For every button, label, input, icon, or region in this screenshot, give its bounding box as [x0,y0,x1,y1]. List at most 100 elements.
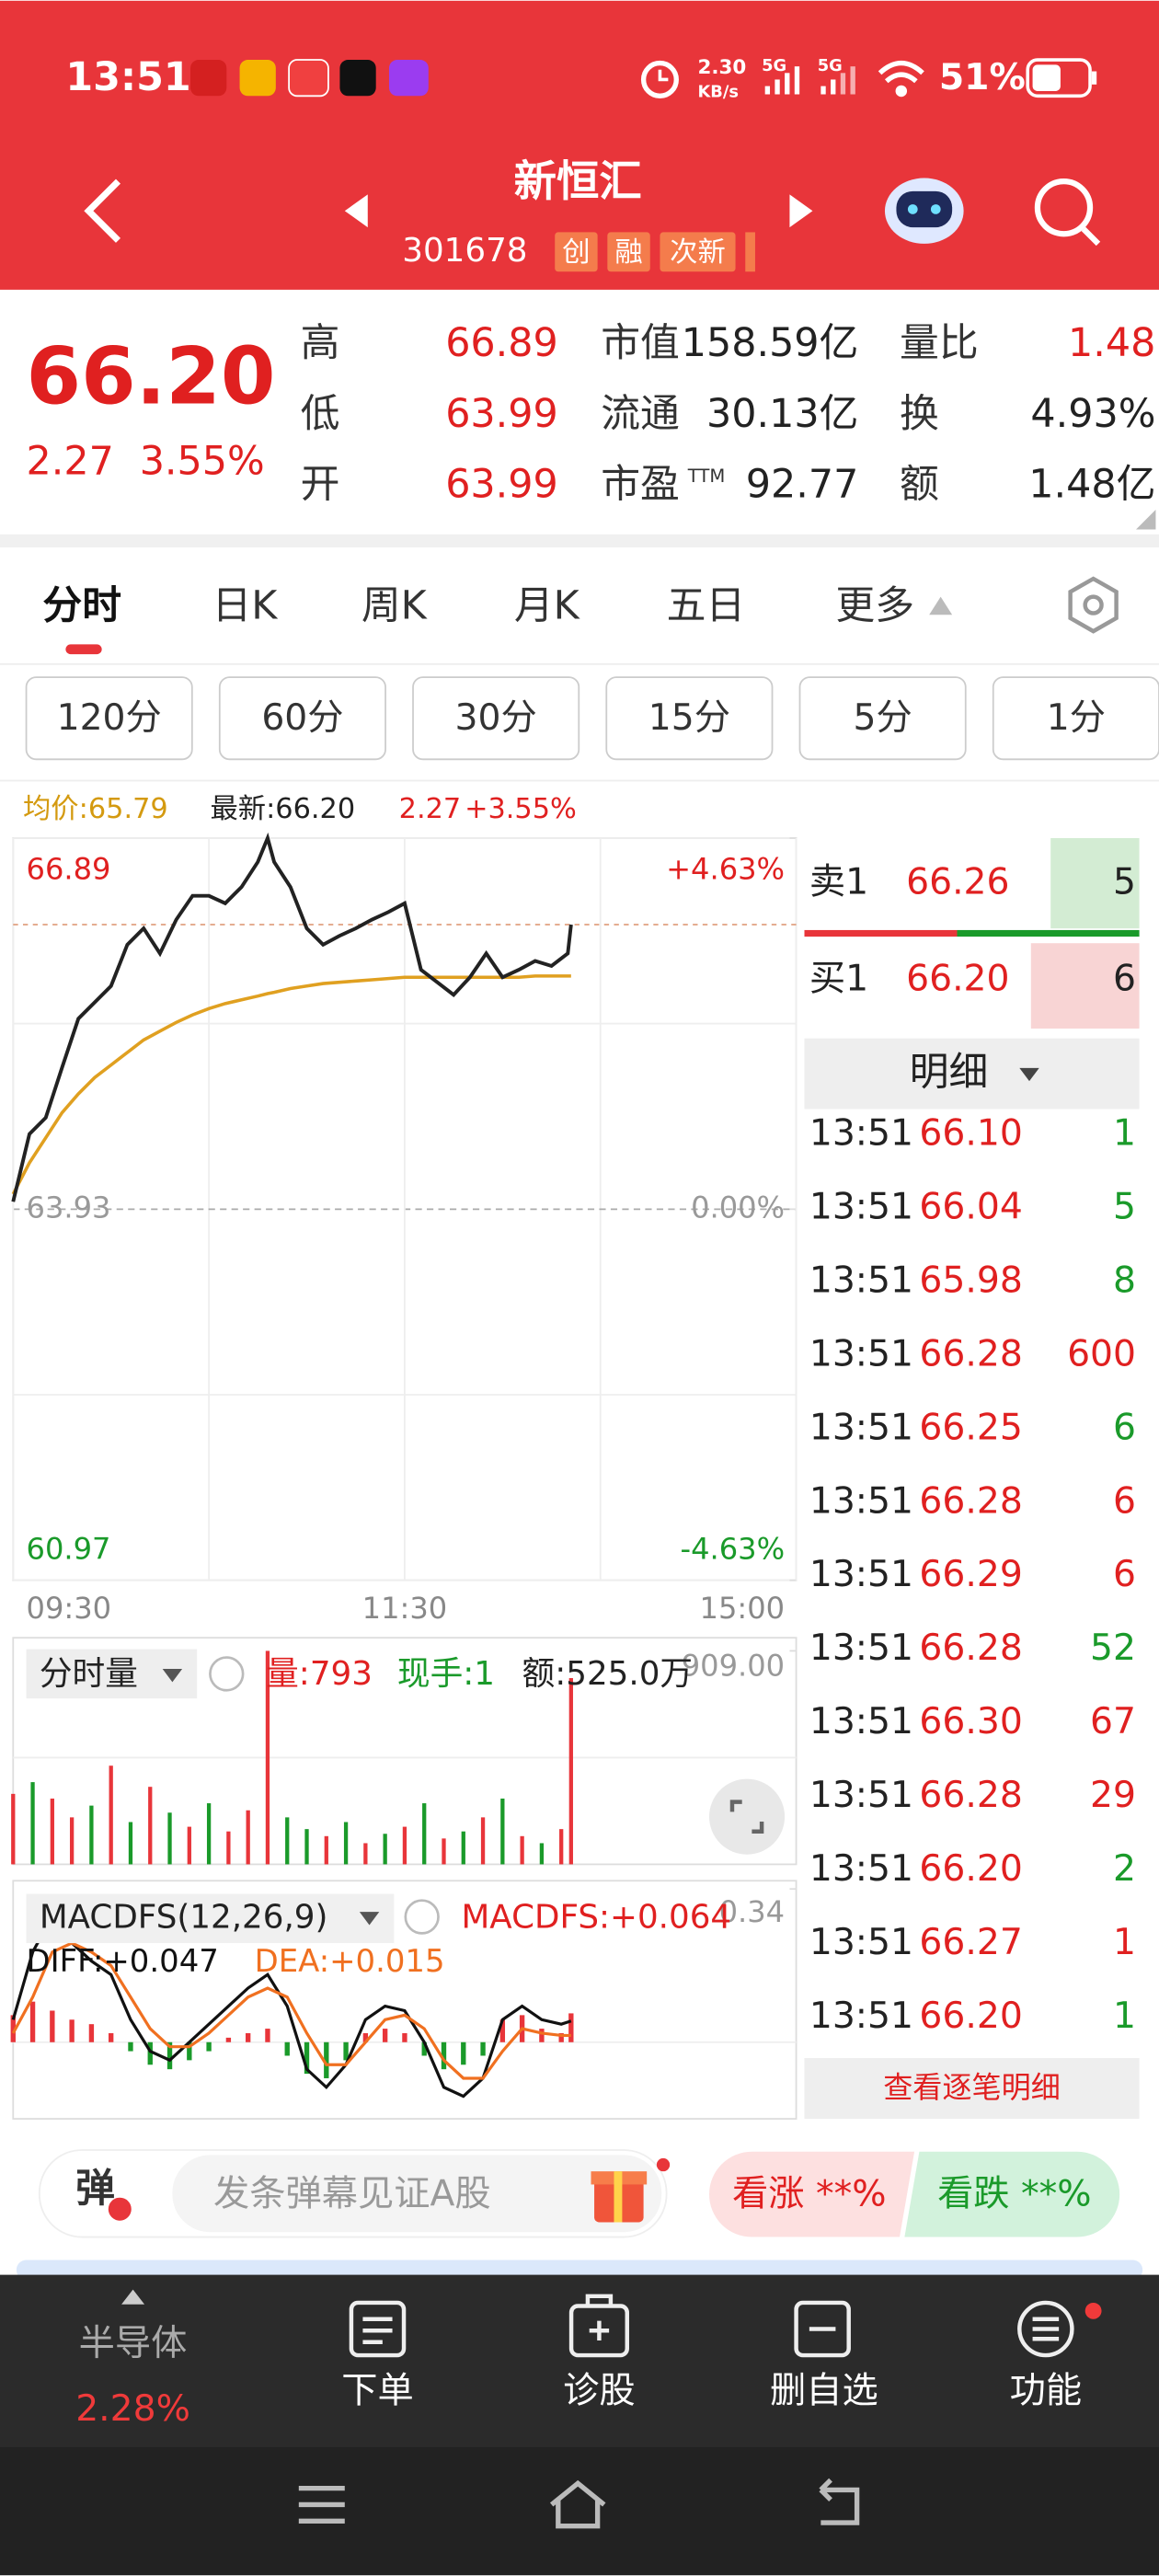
notify-dot [656,2157,671,2172]
gift-icon[interactable] [591,2171,648,2223]
alarm-icon [640,60,679,98]
trade-time: 13:51 [809,1848,913,1890]
macd-bar [539,2029,545,2042]
y-tick-label: 0.34 [719,1894,786,1929]
volume-bar [402,1826,407,1865]
tab[interactable]: 五日 [667,583,746,629]
trade-volume: 6 [1113,1554,1136,1595]
tab[interactable]: 周K [361,583,428,629]
macd-bar [128,2041,133,2052]
period-label: 120分 [57,697,162,739]
trade-price: 66.29 [919,1554,1022,1595]
stat-label: 低 [301,391,340,437]
period-button[interactable] [798,676,967,761]
trade-price: 66.20 [919,1848,1022,1890]
nav-item[interactable]: 诊股 [563,2371,636,2412]
nav-item[interactable]: 删自选 [770,2371,878,2412]
latest-change-pct: +3.55% [465,793,577,825]
bid-bg [1030,943,1140,1029]
robot-button[interactable] [884,178,964,244]
stat-value: 1.48亿 [1028,462,1155,508]
trade-volume: 6 [1113,1407,1136,1448]
trade-time: 13:51 [809,1407,913,1448]
period-button[interactable] [605,676,774,761]
macd-selector[interactable] [26,1893,395,1944]
volume-bar [422,1803,427,1865]
sector-name[interactable]: 半导体 [79,2323,188,2364]
wifi-icon [878,60,924,98]
y-tick-label: 66.89 [27,852,111,887]
macd-bar [558,2032,564,2042]
stat-label: 市值 [601,320,680,366]
trade-time: 13:51 [809,1775,913,1816]
macd-bar [284,2041,290,2056]
macd-bar [147,2041,153,2065]
trade-time: 13:51 [809,1259,913,1301]
period-button[interactable] [218,676,386,761]
volume-bar [11,1793,16,1865]
price-change: 2.27 [27,439,114,485]
help-icon[interactable] [404,1899,440,1935]
period-button[interactable] [412,676,580,761]
macd-bar [324,2041,329,2078]
volume-bar [559,1829,564,1865]
trade-price: 66.28 [919,1775,1022,1816]
bull-button[interactable] [708,2151,915,2237]
next-stock[interactable] [789,194,813,228]
period-button[interactable] [992,676,1159,761]
volume-bar [109,1765,113,1865]
volume-bar [383,1834,387,1865]
bear-button[interactable] [904,2151,1120,2237]
search-button[interactable] [1034,178,1101,247]
tab[interactable]: 日K [212,583,278,629]
detail-header[interactable] [804,1038,1140,1110]
trade-price: 66.25 [919,1407,1022,1448]
dropdown-arrow [359,1912,380,1926]
macd-bar [382,2029,388,2042]
network-type: 5G [762,56,786,75]
tab[interactable]: 更多 [835,583,914,629]
macd-bar [461,2041,466,2065]
system-buttons[interactable] [298,2478,860,2529]
volume-hand: 现手:1 [397,1655,495,1693]
danmu-placeholder: 发条弹幕见证A股 [213,2173,491,2214]
nav-item[interactable]: 功能 [1010,2371,1083,2412]
trade-price: 66.27 [919,1922,1022,1963]
tab[interactable]: 月K [514,583,580,629]
expand-corner[interactable] [1136,510,1156,530]
more-detail-button[interactable] [804,2058,1140,2120]
back-button[interactable] [84,178,121,243]
stat-label: 额 [900,462,939,508]
help-icon[interactable] [209,1656,245,1692]
bid-label: 买1 [809,959,868,1000]
danmu-input[interactable] [172,2155,662,2233]
settings-icon [1083,594,1104,615]
tab[interactable]: 分时 [42,583,121,629]
trade-volume: 6 [1113,1480,1136,1522]
macd-bar [10,2015,16,2042]
x-tick-label: 15:00 [700,1591,786,1626]
macd-bar [402,2032,407,2042]
diff-value: DIFF:+0.047 [27,1943,219,1979]
stat-label: 换 [900,391,939,437]
nav-item[interactable]: 下单 [341,2371,414,2412]
volume-bar [167,1812,172,1865]
fullscreen-button[interactable] [708,1778,786,1855]
tag: 创 [562,236,590,269]
stat-label: 高 [301,320,340,366]
period-buttons: 120分 60分 30分 15分 5分 1分 [25,676,1159,761]
notify-dot [1084,2302,1102,2319]
danmu-icon[interactable]: 弹 [75,2166,115,2212]
trade-price: 66.04 [919,1186,1022,1227]
prev-stock[interactable] [344,194,368,228]
trade-volume: 1 [1113,1922,1136,1963]
trade-time: 13:51 [809,1480,913,1522]
volume-bar [343,1822,349,1865]
settings-button[interactable] [1068,576,1119,634]
volume-bar [226,1831,231,1865]
period-button[interactable] [25,676,193,761]
period-label: 30分 [455,697,537,739]
period-label: 15分 [648,697,730,739]
ask-bg [1050,837,1140,929]
y2-tick-label: 0.00% [691,1190,785,1225]
